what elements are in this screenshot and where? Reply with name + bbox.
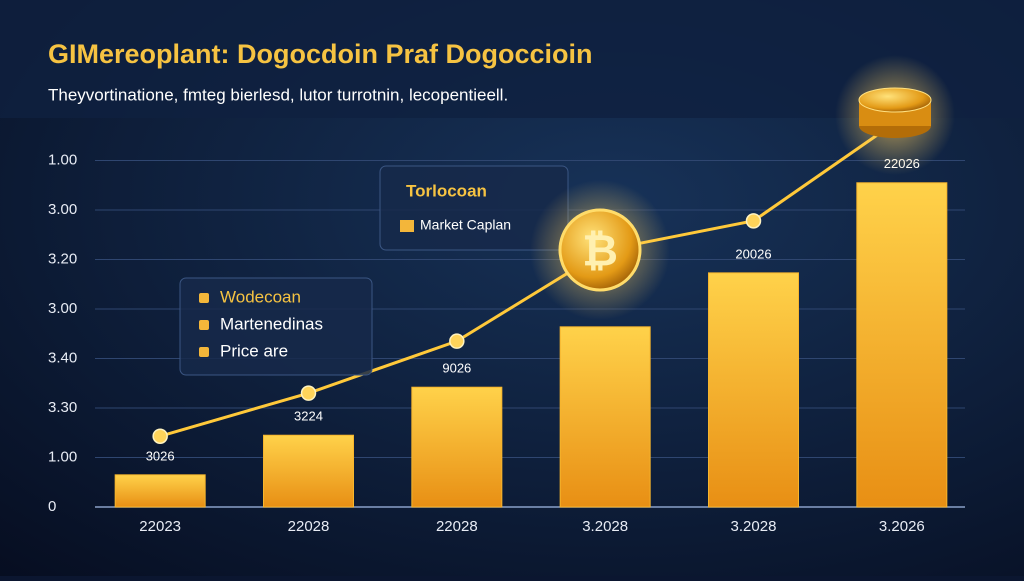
legend-marker [199, 347, 209, 357]
chart-subtitle: Theyvortinatione, fmteg bierlesd, lutor … [48, 85, 508, 104]
bar [708, 272, 799, 508]
legend-box [179, 277, 373, 376]
line-point [152, 428, 168, 444]
y-tick-label: 0 [48, 498, 56, 515]
x-tick-label: 3.2026 [879, 518, 925, 535]
y-tick-label: 3.20 [48, 250, 77, 267]
line-point [300, 385, 317, 401]
tooltip-item: Market Caplan [420, 217, 511, 233]
bar-annotation: 9026 [442, 361, 471, 376]
line-point [449, 333, 465, 349]
y-tick-label: 3.00 [48, 300, 77, 317]
x-tick-label: 3.2028 [731, 518, 777, 535]
overlay: ₿ Wodecoan Martenedinas Price are Torlocoan… [179, 55, 955, 376]
bar [411, 386, 503, 508]
chart-title: GIMereoplant: Dogocdoin Praf Dogoccioin [48, 39, 593, 69]
x-tick-label: 22028 [436, 518, 478, 535]
bar-annotation: 3026 [146, 448, 175, 463]
legend-label: Martenedinas [220, 314, 323, 333]
coin-stack [858, 87, 932, 113]
bar-annotation: 20026 [735, 246, 771, 261]
line [159, 116, 903, 438]
legend-label: Wodecoan [220, 287, 301, 306]
legend-marker [199, 320, 209, 330]
y-tick-label: 3.40 [48, 349, 77, 366]
bitcoin-symbol: ₿ [582, 227, 618, 276]
y-tick-label: 3.00 [48, 201, 77, 218]
x-tick-label: 22028 [288, 518, 330, 535]
tooltip-marker [400, 220, 414, 232]
legend-marker [199, 293, 209, 303]
bar [114, 474, 206, 508]
y-tick-label: 1.00 [48, 151, 77, 168]
bar [856, 182, 948, 508]
bitcoin-coin [558, 208, 642, 292]
y-tick-label: 3.30 [48, 399, 77, 416]
bar-annotation: 3224 [294, 409, 323, 424]
legend-label: Price are [220, 341, 288, 360]
bar [263, 434, 354, 508]
x-tick-label: 3.2028 [582, 518, 628, 535]
line-point [745, 213, 762, 229]
tooltip-title: Torlocoan [406, 181, 487, 200]
bar [559, 326, 651, 508]
x-tick-label: 22023 [139, 518, 181, 535]
y-tick-label: 1.00 [48, 448, 77, 465]
